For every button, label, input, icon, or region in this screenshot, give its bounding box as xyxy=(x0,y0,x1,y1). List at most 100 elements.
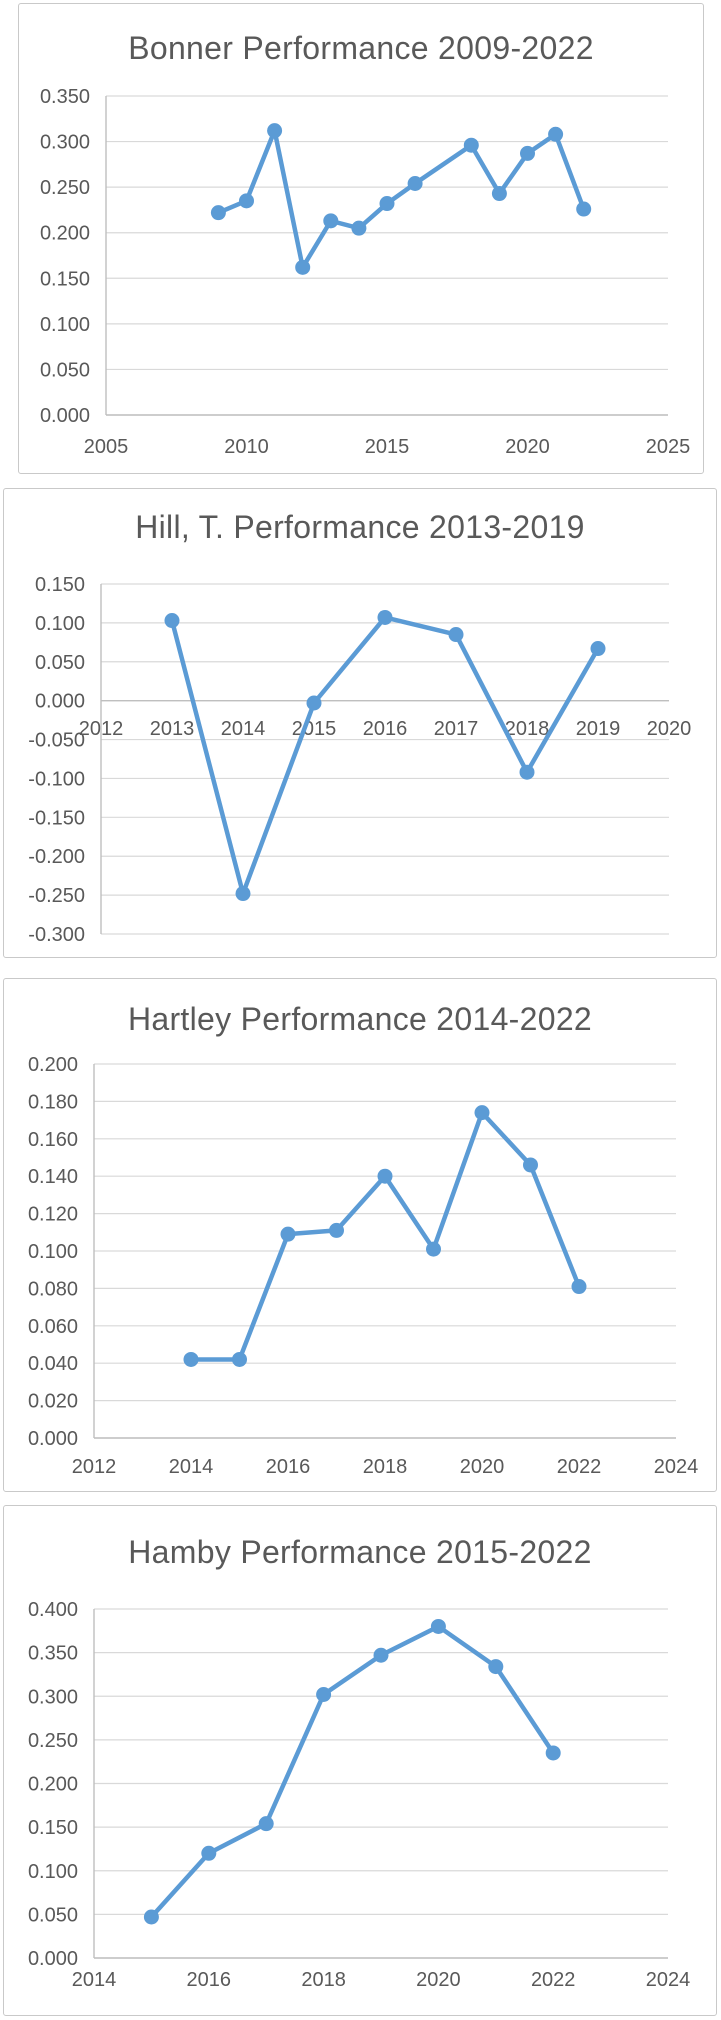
data-point-marker xyxy=(520,145,535,161)
y-tick-label: 0.200 xyxy=(28,1774,78,1796)
y-tick-label: 0.180 xyxy=(28,1091,78,1113)
x-tick-label: 2018 xyxy=(363,1456,408,1478)
data-point-marker xyxy=(280,1226,296,1242)
chart-card-hartley[interactable]: Hartley Performance 2014-2022 0.200 0.180… xyxy=(3,978,717,1492)
y-tick-label: 0.140 xyxy=(28,1166,78,1188)
y-tick-label: 0.100 xyxy=(40,314,90,336)
y-tick-label: 0.050 xyxy=(40,359,90,381)
y-tick-label: 0.350 xyxy=(40,86,90,108)
y-tick-label: 0.200 xyxy=(28,1054,78,1076)
x-tick-label: 2014 xyxy=(169,1456,214,1478)
data-point-marker xyxy=(576,201,592,217)
y-tick-label: 0.350 xyxy=(28,1643,78,1665)
x-tick-label: 2014 xyxy=(221,718,266,740)
x-tick-label: 2022 xyxy=(531,1969,576,1991)
y-tick-label: 0.100 xyxy=(28,1861,78,1883)
y-tick-label: 0.150 xyxy=(28,1817,78,1839)
data-point-marker xyxy=(463,137,479,153)
data-point-marker xyxy=(377,1168,393,1184)
x-tick-label: 2025 xyxy=(646,436,691,458)
data-point-marker xyxy=(306,695,322,711)
y-tick-label: 0.400 xyxy=(28,1599,78,1621)
data-point-marker xyxy=(377,609,393,625)
line-chart-hill-t: 0.150 0.100 0.050 0.000 -0.050 -0.100 -0.150 -0… xyxy=(28,574,692,946)
x-tick-label: 2016 xyxy=(187,1969,232,1991)
y-tick-label: 0.150 xyxy=(40,268,90,290)
x-tick-label: 2020 xyxy=(416,1969,461,1991)
chart-card-hamby[interactable]: Hamby Performance 2015-2022 0.400 0.350 0.… xyxy=(3,1505,717,2016)
data-point-marker xyxy=(448,627,464,643)
y-tick-label: 0.120 xyxy=(28,1204,78,1226)
data-point-marker xyxy=(235,886,251,902)
y-tick-label: 0.020 xyxy=(28,1391,78,1413)
x-tick-label: 2015 xyxy=(365,436,410,458)
x-tick-label: 2020 xyxy=(505,436,550,458)
x-tick-label: 2015 xyxy=(292,718,337,740)
data-point-marker xyxy=(545,1745,561,1761)
y-tick-label: 0.100 xyxy=(28,1241,78,1263)
data-point-marker xyxy=(329,1222,344,1238)
data-point-marker xyxy=(590,641,606,657)
x-tick-label: 2016 xyxy=(266,1456,311,1478)
x-tick-label: 2020 xyxy=(647,718,692,740)
x-tick-label: 2024 xyxy=(646,1969,691,1991)
x-tick-label: 2016 xyxy=(363,718,408,740)
data-point-marker xyxy=(548,126,564,142)
x-tick-label: 2019 xyxy=(576,718,621,740)
line-chart-bonner: 0.350 0.300 0.250 0.200 0.150 0.100 0.050 0.000… xyxy=(40,86,691,458)
data-point-marker xyxy=(201,1845,217,1861)
y-tick-label: -0.250 xyxy=(28,885,85,907)
chart-card-hill-t[interactable]: Hill, T. Performance 2013-2019 0.150 0.10… xyxy=(3,488,717,958)
y-tick-label: 0.250 xyxy=(40,177,90,199)
y-tick-label: 0.060 xyxy=(28,1316,78,1338)
data-point-marker xyxy=(430,1618,446,1634)
y-tick-label: 0.000 xyxy=(28,1428,78,1450)
data-point-marker xyxy=(379,196,395,212)
data-point-marker xyxy=(295,259,311,275)
series-line xyxy=(188,1110,582,1362)
data-point-marker xyxy=(373,1647,389,1663)
y-tick-label: 0.160 xyxy=(28,1129,78,1151)
data-point-marker xyxy=(210,205,226,221)
data-point-marker xyxy=(239,193,254,209)
y-tick-label: 0.100 xyxy=(35,613,85,635)
data-point-marker xyxy=(351,220,367,236)
y-tick-label: 0.050 xyxy=(35,652,85,674)
y-tick-label: 0.000 xyxy=(35,691,85,713)
x-tick-label: 2012 xyxy=(72,1456,117,1478)
y-tick-label: -0.100 xyxy=(28,768,85,790)
y-tick-label: -0.050 xyxy=(28,730,85,752)
data-point-marker xyxy=(474,1105,490,1121)
data-point-marker xyxy=(164,613,180,629)
data-point-marker xyxy=(267,123,283,139)
x-tick-label: 2013 xyxy=(150,718,195,740)
data-point-marker xyxy=(316,1687,332,1703)
y-tick-label: -0.150 xyxy=(28,807,85,829)
series-line xyxy=(169,615,601,896)
y-tick-label: 0.150 xyxy=(35,574,85,596)
line-chart-hamby: 0.400 0.350 0.300 0.250 0.200 0.150 0.100 0.050… xyxy=(28,1599,691,1991)
chart-card-bonner[interactable]: Bonner Performance 2009-2022 0.350 0.300 0… xyxy=(18,3,704,474)
y-tick-label: 0.300 xyxy=(28,1686,78,1708)
x-tick-label: 2014 xyxy=(72,1969,117,1991)
data-point-marker xyxy=(407,175,423,191)
y-tick-label: 0.080 xyxy=(28,1278,78,1300)
x-tick-label: 2010 xyxy=(224,436,269,458)
data-point-marker xyxy=(258,1816,274,1832)
y-tick-label: 0.000 xyxy=(28,1948,78,1970)
data-point-marker xyxy=(323,213,339,229)
line-chart-hartley: 0.200 0.180 0.160 0.140 0.120 0.100 0.080 0.060… xyxy=(28,1054,699,1478)
y-tick-label: 0.000 xyxy=(40,405,90,427)
x-tick-label: 2020 xyxy=(460,1456,505,1478)
data-point-marker xyxy=(426,1241,441,1257)
data-point-marker xyxy=(491,186,507,202)
data-point-marker xyxy=(183,1351,199,1367)
x-tick-label: 2005 xyxy=(84,436,129,458)
x-tick-label: 2018 xyxy=(505,718,550,740)
data-point-marker xyxy=(519,764,535,780)
x-tick-label: 2017 xyxy=(434,718,479,740)
y-tick-label: -0.300 xyxy=(28,924,85,946)
x-tick-label: 2022 xyxy=(557,1456,602,1478)
x-tick-label: 2024 xyxy=(654,1456,699,1478)
x-tick-label: 2018 xyxy=(301,1969,346,1991)
